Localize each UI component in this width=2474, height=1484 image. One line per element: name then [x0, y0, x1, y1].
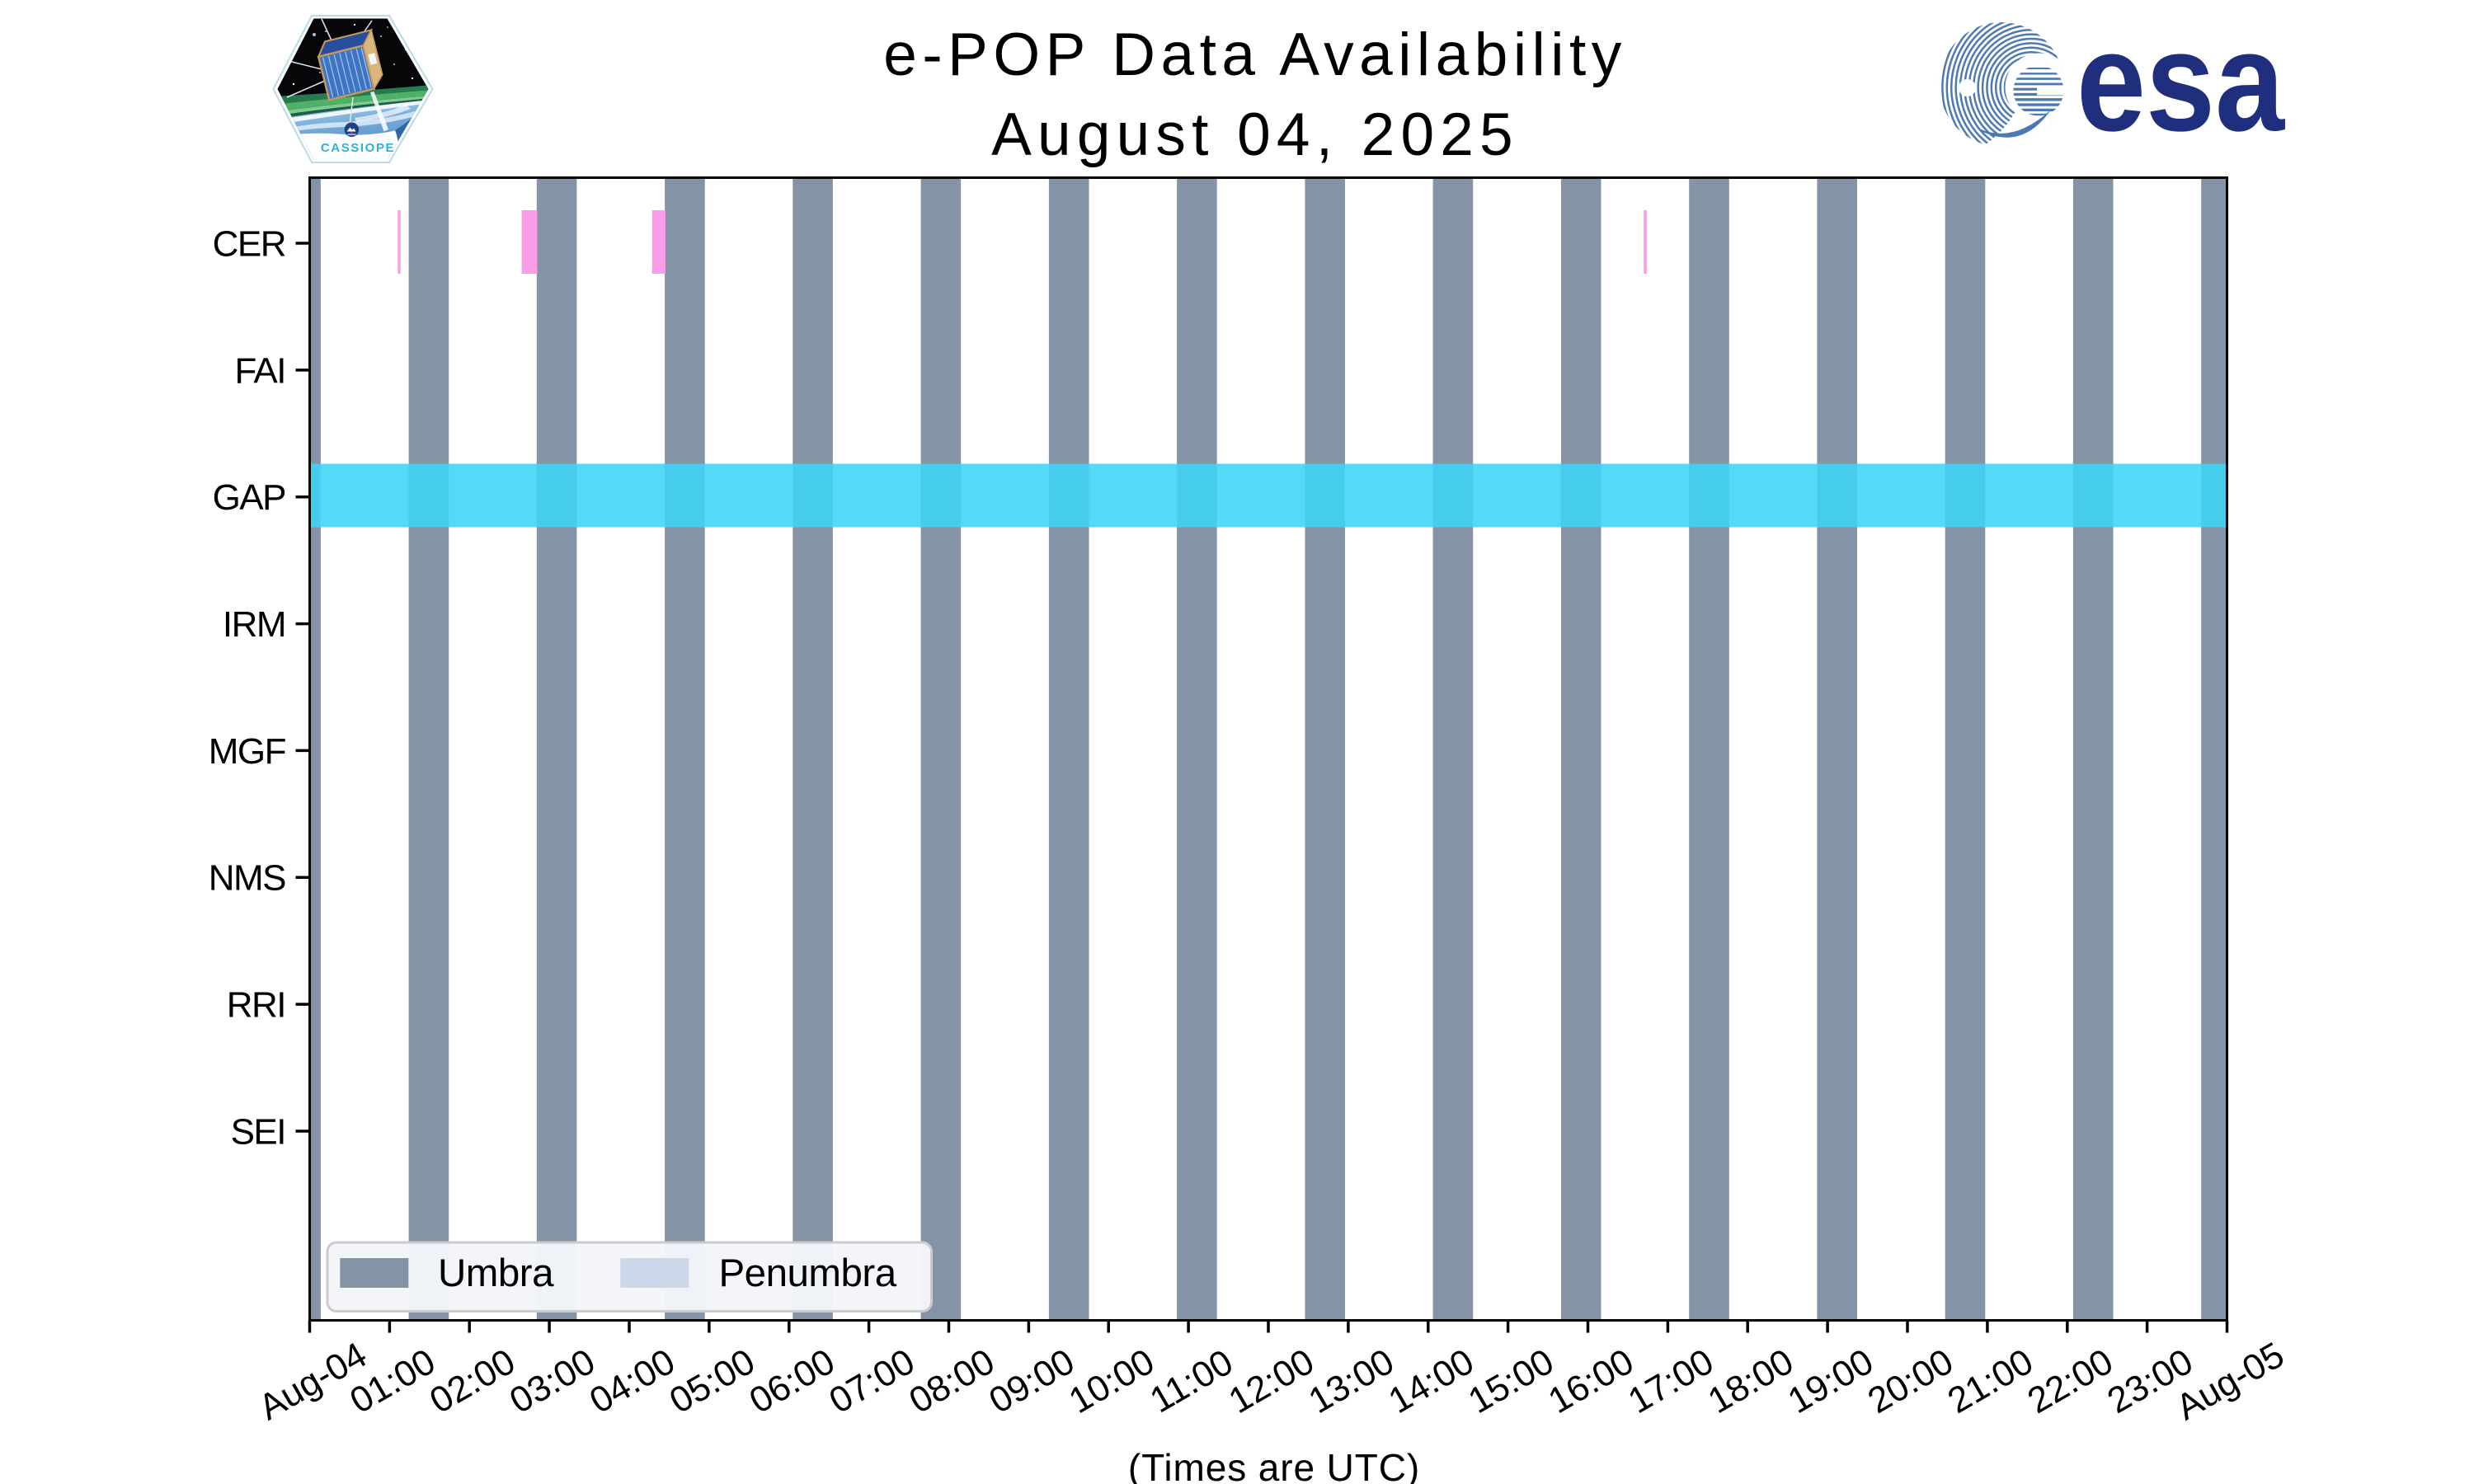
svg-text:FAI: FAI — [234, 350, 285, 391]
svg-text:esa: esa — [2077, 2, 2285, 161]
svg-text:CER: CER — [213, 223, 285, 264]
svg-text:(Times are UTC): (Times are UTC) — [1128, 1446, 1420, 1484]
svg-text:GAP: GAP — [213, 477, 286, 518]
svg-text:NMS: NMS — [209, 858, 285, 899]
svg-text:IRM: IRM — [223, 604, 285, 645]
svg-text:August 04, 2025: August 04, 2025 — [991, 101, 1519, 168]
svg-text:SEI: SEI — [231, 1111, 285, 1152]
svg-text:CASSIOPE: CASSIOPE — [321, 141, 395, 155]
svg-text:Umbra: Umbra — [438, 1252, 554, 1295]
svg-text:MGF: MGF — [209, 731, 286, 772]
svg-text:Penumbra: Penumbra — [719, 1252, 897, 1295]
svg-text:RRI: RRI — [227, 985, 285, 1026]
svg-text:e-POP Data Availability: e-POP Data Availability — [883, 21, 1627, 88]
